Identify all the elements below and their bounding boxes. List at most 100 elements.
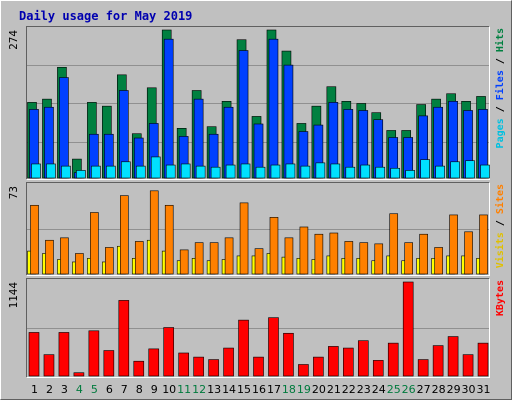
panel-0-bar-pages-day-30 — [465, 160, 475, 179]
legend-separator: / — [495, 214, 506, 232]
panel-0-bar-pages-day-7 — [121, 161, 131, 179]
x-tick-label-day-26: 26 — [402, 383, 416, 396]
panel-1-bar-sites-day-17 — [269, 217, 279, 275]
panel-2-bar-kbytes-day-26 — [402, 281, 414, 377]
chart-title: Daily usage for May 2019 — [19, 9, 192, 23]
panel-0-legend: Pages / Files / Hits — [494, 28, 506, 148]
x-tick-label-day-31: 31 — [477, 383, 491, 396]
panel-1-ymax-label: 73 — [7, 186, 20, 199]
panel-0-bar-pages-day-29 — [450, 161, 460, 179]
x-tick-label-day-12: 12 — [192, 383, 206, 396]
panel-0-frame-shadow — [26, 26, 490, 180]
panel-1-bar-sites-day-18 — [284, 237, 294, 275]
x-tick-label-day-7: 7 — [121, 383, 128, 396]
panel-1-bar-sites-day-3 — [60, 237, 69, 275]
x-tick-label-day-18: 18 — [282, 383, 296, 396]
panel-0-bar-pages-day-31 — [480, 164, 490, 179]
panel-0-bar-pages-day-3 — [61, 165, 71, 179]
panel-0-bar-pages-day-11 — [180, 163, 191, 179]
panel-1-bar-sites-day-16 — [254, 248, 264, 275]
panel-0-bar-files-day-18 — [283, 64, 294, 179]
panel-0-bar-pages-day-17 — [270, 164, 281, 179]
panel-0-bar-files-day-10 — [163, 38, 174, 179]
x-tick-label-day-23: 23 — [357, 383, 371, 396]
panel-1-bar-sites-day-14 — [224, 237, 234, 275]
panel-2-bar-kbytes-day-18 — [283, 332, 294, 377]
panel-0-bar-pages-day-24 — [375, 166, 386, 179]
panel-2-bar-kbytes-day-1 — [28, 332, 40, 377]
panel-1-bar-sites-day-5 — [90, 212, 99, 275]
panel-0-bar-files-day-15 — [238, 50, 249, 179]
x-tick-label-day-11: 11 — [177, 383, 191, 396]
panel-2-bar-kbytes-day-25 — [387, 342, 399, 377]
panel-2-bar-kbytes-day-31 — [477, 342, 489, 377]
x-tick-label-day-19: 19 — [297, 383, 311, 396]
panel-2-bar-kbytes-day-20 — [313, 356, 324, 377]
panel-2-bar-kbytes-day-28 — [432, 345, 444, 377]
panel-2-bar-kbytes-day-14 — [223, 347, 234, 377]
panel-0-bar-pages-day-14 — [225, 164, 236, 179]
x-tick-label-day-30: 30 — [462, 383, 476, 396]
panel-0-bar-files-day-3 — [59, 77, 69, 179]
panel-0-bar-pages-day-27 — [420, 159, 430, 179]
panel-2-legend: KBytes — [495, 280, 506, 316]
panel-1-bar-sites-day-6 — [105, 247, 114, 275]
x-tick-label-day-27: 27 — [417, 383, 431, 396]
panel-1-bar-sites-day-19 — [299, 226, 309, 275]
panel-0-bar-pages-day-6 — [106, 165, 116, 179]
panel-1-bar-sites-day-10 — [164, 204, 174, 275]
panel-2-frame-highlight — [26, 278, 490, 378]
panel-0-bar-pages-day-18 — [285, 163, 296, 179]
panel-0-bar-pages-day-5 — [91, 165, 101, 179]
panel-0-bar-pages-day-20 — [315, 162, 326, 179]
panel-1-legend: Visits / Sites — [494, 184, 506, 268]
x-tick-label-day-15: 15 — [237, 383, 251, 396]
panel-1-bar-sites-day-23 — [359, 242, 369, 275]
panel-1-bar-sites-day-15 — [239, 202, 249, 275]
panel-2-bar-kbytes-day-11 — [178, 352, 189, 377]
panel-0-bar-pages-day-23 — [360, 164, 371, 179]
legend-separator: / — [495, 52, 506, 70]
legend-separator: / — [495, 100, 506, 118]
panel-1-bar-sites-day-13 — [209, 242, 219, 275]
panel-1-bar-sites-day-26 — [404, 242, 413, 275]
panel-2-bar-kbytes-day-30 — [462, 354, 474, 377]
x-tick-label-day-10: 10 — [162, 383, 176, 396]
panel-0-bar-pages-day-8 — [135, 165, 146, 179]
panel-2-frame-shadow — [26, 278, 490, 378]
panel-1-bar-sites-day-7 — [120, 195, 129, 275]
panel-1-bar-sites-day-25 — [389, 213, 399, 275]
panel-0-bar-pages-day-4 — [76, 170, 86, 179]
x-tick-label-day-14: 14 — [222, 383, 236, 396]
panel-1-bar-sites-day-31 — [479, 214, 488, 275]
panel-2-bar-kbytes-day-15 — [238, 319, 249, 377]
panel-1-bar-sites-day-8 — [134, 241, 144, 275]
x-tick-label-day-3: 3 — [61, 383, 68, 396]
legend-hits: Hits — [494, 28, 506, 52]
panel-2-bar-kbytes-day-29 — [447, 336, 459, 377]
panel-0-bar-pages-day-13 — [210, 166, 221, 179]
panel-1-bar-sites-day-2 — [45, 239, 54, 275]
panel-1-bar-sites-day-11 — [179, 249, 189, 275]
panel-1-bar-sites-day-28 — [434, 247, 443, 275]
panel-2-bar-kbytes-day-5 — [88, 330, 100, 377]
x-tick-label-day-6: 6 — [106, 383, 113, 396]
panel-1-bar-sites-day-21 — [329, 232, 339, 275]
panel-0-bar-pages-day-25 — [390, 167, 401, 179]
panel-0-bar-pages-day-2 — [46, 163, 56, 179]
x-tick-label-day-9: 9 — [151, 383, 158, 396]
panel-0-bar-pages-day-1 — [31, 163, 41, 179]
panel-0-bar-files-day-17 — [268, 38, 279, 179]
panel-0-bar-pages-day-15 — [240, 163, 251, 179]
panel-1-bar-sites-day-9 — [149, 190, 159, 275]
legend-visits: Visits — [494, 232, 506, 268]
panel-1-bar-sites-day-12 — [194, 242, 204, 275]
panel-2-bar-kbytes-day-12 — [193, 356, 204, 377]
panel-2-bar-kbytes-day-9 — [148, 348, 160, 377]
panel-2-ymax-label: 1144 — [7, 282, 20, 309]
legend-pages: Pages — [495, 118, 506, 148]
panel-1-bar-sites-day-20 — [314, 233, 324, 275]
